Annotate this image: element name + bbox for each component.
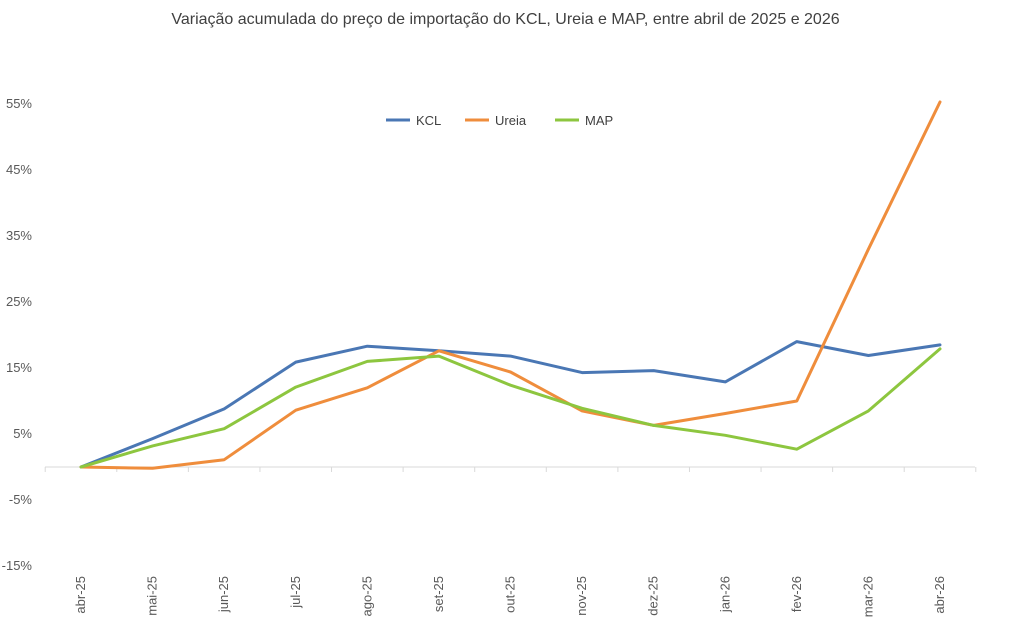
y-axis: -15% -5% 5% 15% 25% 35% 45% 55% xyxy=(2,96,33,573)
x-tick-label: abr-25 xyxy=(73,576,88,614)
legend-label-map: MAP xyxy=(585,113,613,128)
x-tick-label: set-25 xyxy=(431,576,446,612)
x-axis: abr-25 mai-25 jun-25 jul-25 ago-25 set-25 out-… xyxy=(44,466,977,617)
series-line-ureia xyxy=(79,100,942,470)
x-tick-label: mai-25 xyxy=(145,576,160,616)
x-tick-label: out-25 xyxy=(503,576,518,613)
series-line-map xyxy=(79,347,942,469)
y-tick-label: 55% xyxy=(6,96,32,111)
y-tick-label: -5% xyxy=(9,492,33,507)
y-tick-label: 15% xyxy=(6,360,32,375)
x-tick-label: mar-26 xyxy=(860,576,875,617)
legend: KCL Ureia MAP xyxy=(386,113,613,128)
x-tick-label: abr-26 xyxy=(932,576,947,614)
x-tick-label: jan-26 xyxy=(717,576,732,613)
y-tick-label: 5% xyxy=(13,426,32,441)
x-tick-label: fev-26 xyxy=(789,576,804,612)
y-tick-label: 45% xyxy=(6,162,32,177)
legend-label-ureia: Ureia xyxy=(495,113,527,128)
x-tick-label: jul-25 xyxy=(288,576,303,609)
x-tick-label: nov-25 xyxy=(574,576,589,616)
y-tick-label: 25% xyxy=(6,294,32,309)
x-tick-label: dez-25 xyxy=(646,576,661,616)
x-tick-label: ago-25 xyxy=(359,576,374,616)
y-tick-label: -15% xyxy=(2,558,33,573)
chart-title: Variação acumulada do preço de importaçã… xyxy=(171,11,840,28)
x-tick-label: jun-25 xyxy=(216,576,231,613)
series-lines xyxy=(79,100,942,470)
legend-label-kcl: KCL xyxy=(416,113,441,128)
y-tick-label: 35% xyxy=(6,228,32,243)
series-line-kcl xyxy=(79,340,942,469)
